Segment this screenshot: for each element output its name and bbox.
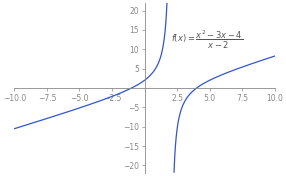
Text: $f(x)=\dfrac{x^2-3x-4}{x-2}$: $f(x)=\dfrac{x^2-3x-4}{x-2}$ <box>171 29 243 51</box>
